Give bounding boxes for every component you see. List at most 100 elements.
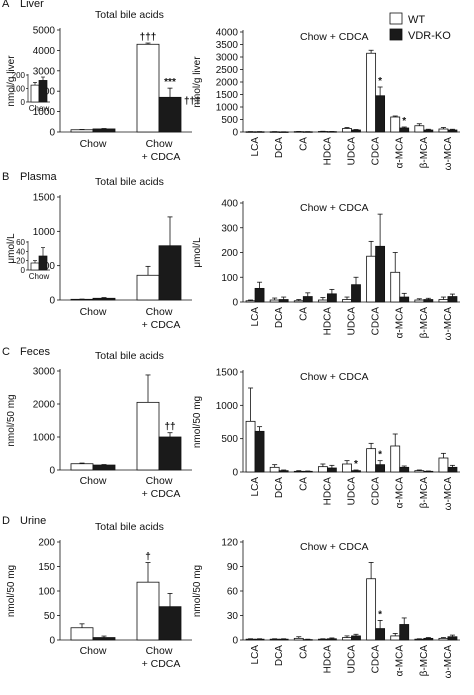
- x-tick-label-B-species-6: α-MCA: [395, 307, 406, 339]
- inset-y-tick-label-B-total-1: 20: [16, 257, 25, 266]
- bar-B-species-WT-7: [414, 299, 425, 303]
- bar-D-total-VDR-KO-0: [92, 637, 116, 641]
- y-tick-label-B-species-0: 0: [232, 298, 238, 309]
- chart-C-species: Chow + CDCA 0 500 1000 1500 nmol/50 mg LCA DCA C…: [192, 368, 460, 511]
- bar-B-species-VDR-KO-6: [399, 296, 410, 303]
- bar-D-species-WT-2: [293, 637, 304, 641]
- chart-title-B-species: Chow + CDCA: [300, 202, 369, 214]
- chart-title-A-species: Chow + CDCA: [300, 31, 369, 43]
- x-tick-label-A-total-0: Chow: [80, 138, 107, 150]
- bar-D-species-VDR-KO-3: [326, 638, 337, 641]
- y-axis-label-C-species: nmol/50 mg: [192, 396, 203, 448]
- bar-A-species-VDR-KO-5: [375, 95, 386, 133]
- x-tick-label-A-species-5: CDCA: [371, 137, 382, 166]
- panel-letter-A: A: [2, 0, 10, 10]
- inset-x-label-B-total: Chow: [29, 272, 50, 281]
- y-tick-label-A-species-3: 1500: [216, 90, 239, 101]
- x-tick-label-D-species-3: HDCA: [322, 645, 333, 674]
- x-tick-label-A-species-7: β-MCA: [419, 137, 430, 169]
- bar-D-species-VDR-KO-5: [375, 628, 386, 641]
- x-tick-label-C-species-4: UDCA: [347, 477, 358, 506]
- y-tick-label-B-species-2: 200: [221, 248, 238, 259]
- legend: WT VDR-KO: [389, 12, 451, 42]
- bar-B-species-VDR-KO-1: [278, 299, 289, 303]
- bar-D-species-WT-7: [414, 638, 425, 641]
- x-tick-label-D-species-5: CDCA: [371, 645, 382, 674]
- x-tick-label-C-species-0: LCA: [250, 477, 261, 497]
- annotation-A-total-1: ***: [164, 77, 176, 88]
- x-tick-label-B-species-4: UDCA: [347, 307, 358, 336]
- bar-B-species-VDR-KO-4: [351, 284, 361, 303]
- y-axis-label-B-total: μmol/L: [6, 233, 17, 264]
- panel-letter-C: C: [2, 346, 10, 358]
- bar-C-total-VDR-KO-0: [92, 464, 116, 471]
- inset-y-tick-label-A-total-1: 100: [12, 85, 26, 94]
- y-tick-label-D-species-3: 90: [227, 562, 239, 573]
- annotation-C-species-1: *: [378, 450, 382, 461]
- x-tick-label-D-species-4: UDCA: [347, 645, 358, 674]
- x-tick-label-A-total-1: Chow + CDCA: [142, 138, 181, 163]
- chart-title-C-total: Total bile acids: [95, 350, 164, 362]
- chart-title-A-total: Total bile acids: [95, 9, 164, 21]
- bar-B-species-WT-1: [269, 299, 280, 303]
- bar-A-species-VDR-KO-8: [447, 129, 458, 133]
- bar-B-total-WT-1: [136, 274, 160, 301]
- x-tick-label-D-species-0: LCA: [250, 645, 261, 665]
- y-tick-label-C-species-1: 500: [221, 434, 238, 445]
- bar-A-total-VDR-KO-1: [158, 96, 182, 133]
- x-tick-label-B-species-5: CDCA: [371, 307, 382, 336]
- x-tick-label-D-total-1: Chow + CDCA: [142, 645, 181, 670]
- y-tick-label-A-species-7: 3500: [216, 40, 239, 51]
- y-tick-label-B-total-2: 1000: [33, 227, 56, 238]
- bar-D-species-VDR-KO-1: [278, 638, 289, 641]
- chart-D-species: Chow + CDCA 0 30 60 90 120 nmol/50 mg LCA DCA CA H…: [192, 538, 460, 678]
- bar-A-total-WT-1: [136, 43, 160, 133]
- y-tick-label-D-species-0: 0: [232, 636, 238, 647]
- chart-title-B-total: Total bile acids: [95, 176, 164, 188]
- chart-title-D-total: Total bile acids: [95, 521, 164, 533]
- x-tick-label-A-species-2: CA: [298, 137, 309, 151]
- bar-D-species-VDR-KO-7: [423, 637, 434, 641]
- inset-x-label-A-total: Chow: [29, 104, 50, 113]
- bar-A-species-WT-8: [438, 128, 449, 133]
- x-tick-label-D-total-0: Chow: [80, 645, 107, 657]
- y-tick-label-B-total-3: 1500: [33, 193, 56, 204]
- bar-D-species-WT-6: [390, 635, 401, 641]
- inset-A-total: 0 100 200 Chow: [12, 71, 50, 113]
- panel-name-B: Plasma: [20, 171, 58, 183]
- bar-C-total-WT-1: [136, 401, 160, 471]
- bar-C-species-VDR-KO-4: [351, 470, 361, 473]
- bar-D-total-VDR-KO-1: [158, 606, 182, 641]
- bar-D-species-WT-1: [269, 638, 280, 641]
- bar-C-species-WT-0: [245, 420, 256, 473]
- y-axis-label-A-species: nmol/g liver: [192, 56, 203, 108]
- bar-C-species-VDR-KO-2: [302, 470, 313, 473]
- x-tick-label-C-total-0: Chow: [80, 475, 107, 487]
- x-tick-label-B-species-2: CA: [298, 307, 309, 321]
- x-tick-label-A-species-3: HDCA: [322, 137, 333, 166]
- x-tick-label-C-species-6: α-MCA: [395, 477, 406, 509]
- panel-letter-B: B: [2, 171, 9, 183]
- panel-name-A: Liver: [20, 0, 44, 10]
- bar-A-species-WT-7: [414, 125, 425, 133]
- y-tick-label-A-species-4: 2000: [216, 78, 239, 89]
- annotation-A-species-0: *: [378, 76, 382, 87]
- bar-B-species-WT-2: [293, 300, 304, 303]
- bar-D-species-WT-4: [342, 637, 352, 641]
- y-axis-label-C-total: nmol/50 mg: [6, 394, 17, 446]
- annotation-A-species-1: *: [402, 116, 406, 127]
- x-tick-label-B-species-8: ω-MCA: [443, 307, 454, 341]
- bar-B-species-WT-4: [342, 299, 352, 303]
- chart-C-total: C Feces Total bile acids 0 1000 2000 3000 nmol/…: [2, 346, 192, 500]
- y-tick-label-C-total-2: 2000: [33, 400, 56, 411]
- x-tick-label-C-species-8: ω-MCA: [443, 477, 454, 511]
- x-tick-label-C-species-2: CA: [298, 477, 309, 491]
- bar-A-species-WT-6: [390, 116, 401, 133]
- bar-C-species-WT-4: [342, 463, 352, 473]
- bar-D-total-WT-1: [136, 581, 160, 641]
